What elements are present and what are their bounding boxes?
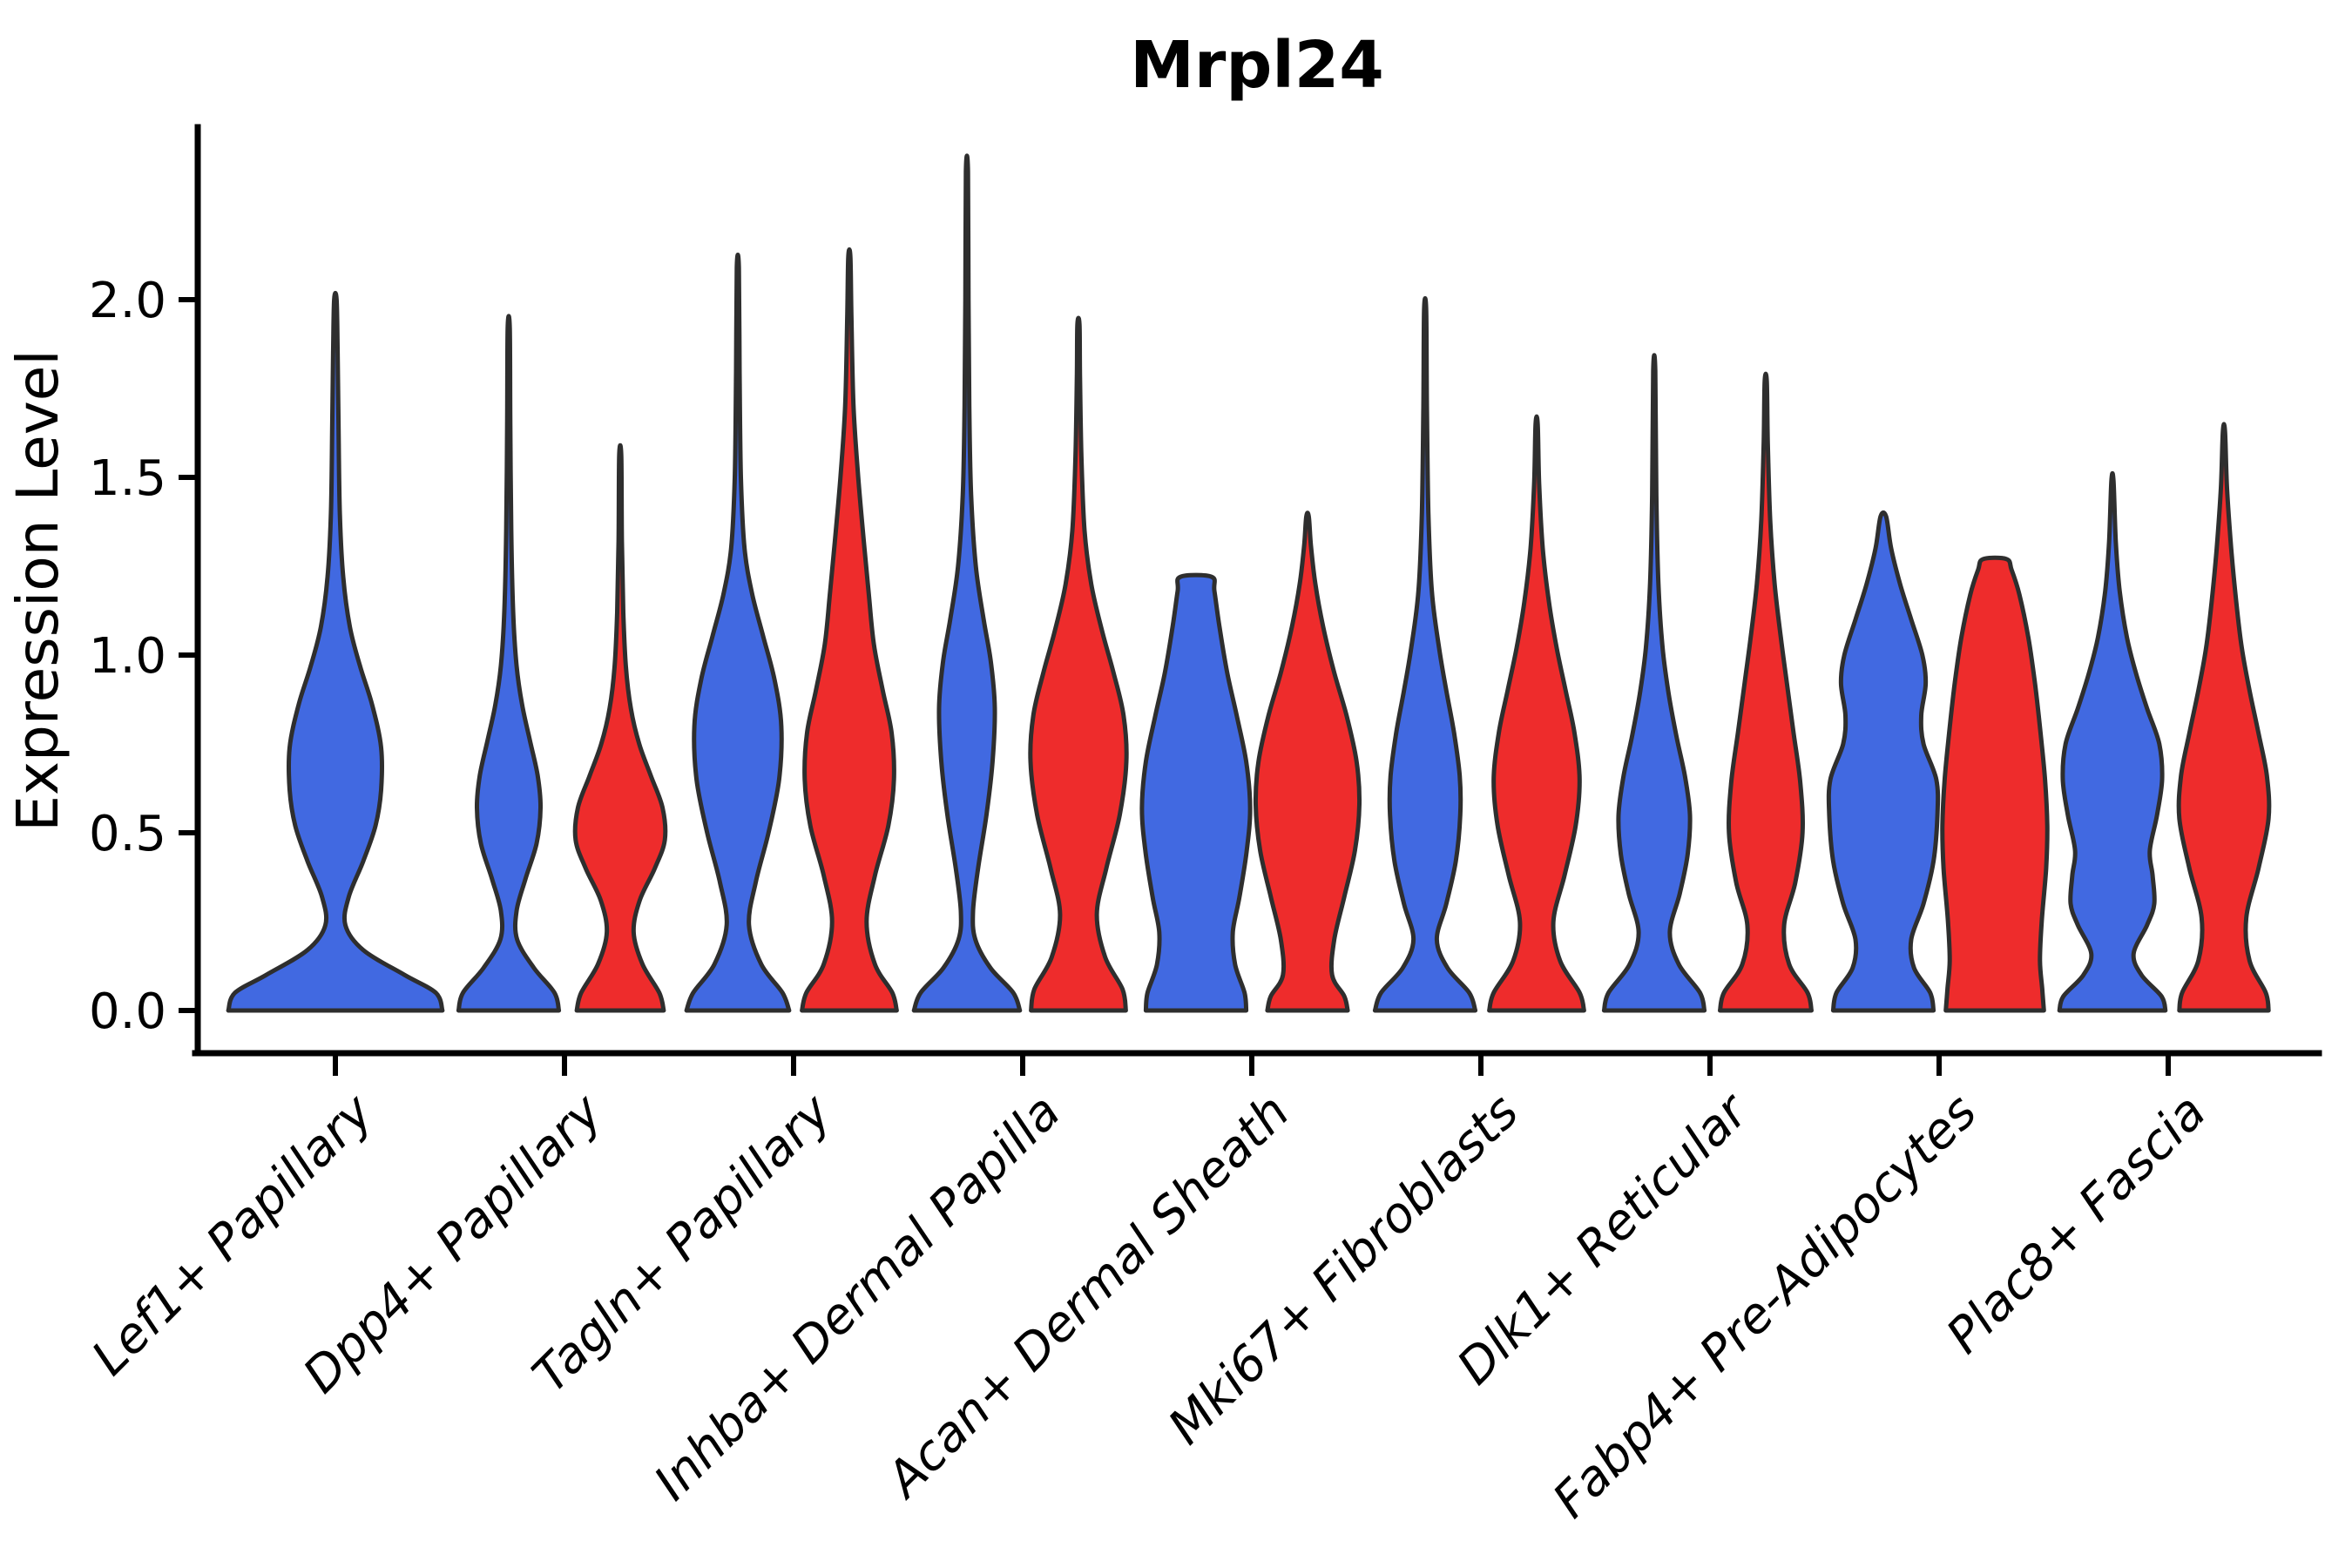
violin-acan-dermal-sheath-red [1253,510,1362,1013]
violin-dlk1-reticular-red [1718,371,1814,1013]
y-tick-label: 0.0 [89,983,166,1040]
violin-inhba-dermal-papilla-blue [911,153,1023,1013]
violin-inhba-dermal-papilla-red [1028,315,1129,1013]
y-axis-label: Expression Level [4,349,71,831]
violin-fabp4-pre-adipocytes-blue [1826,510,1941,1013]
y-tick-label: 1.0 [89,628,166,685]
violin-mki67-fibroblasts-red [1487,414,1586,1013]
violin-acan-dermal-sheath-blue [1139,572,1253,1013]
violin-plac8-fascia-blue [2057,470,2168,1013]
violin-dlk1-reticular-blue [1601,353,1707,1013]
violin-lef1-papillary-blue [226,290,445,1013]
violin-tagln-papillary-blue [684,253,792,1013]
violin-dpp4-papillary-blue [456,314,562,1013]
y-tick-label: 0.5 [89,806,166,862]
y-tick-label: 1.5 [89,450,166,507]
y-tick-label: 2.0 [89,273,166,329]
violin-plac8-fascia-red [2176,422,2272,1013]
violin-mki67-fibroblasts-blue [1372,295,1478,1013]
violin-tagln-papillary-red [800,247,899,1013]
violin-dpp4-papillary-red [572,443,668,1013]
violins-layer [226,153,2272,1013]
chart-title: Mrpl24 [1130,28,1383,103]
violin-fabp4-pre-adipocytes-red [1940,555,2050,1013]
y-axis-ticks: 0.0 0.5 1.0 1.5 2.0 [89,273,198,1040]
